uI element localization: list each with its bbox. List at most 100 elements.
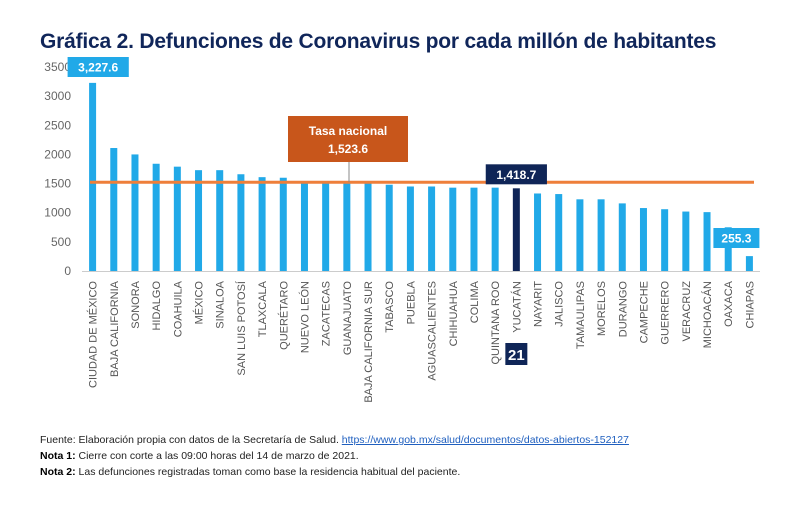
bar	[216, 170, 224, 271]
data-label: 3,227.6	[78, 61, 118, 75]
bar	[470, 187, 478, 271]
x-tick-label: AGUASCALIENTES	[427, 281, 439, 381]
chart-title: Gráfica 2. Defunciones de Coronavirus po…	[40, 30, 717, 53]
source-link[interactable]: https://www.gob.mx/salud/documentos/dato…	[341, 434, 629, 446]
x-tick-label: SONORA	[130, 280, 142, 328]
bar	[618, 203, 626, 271]
x-tick-label: BAJA CALIFORNIA	[109, 280, 121, 377]
x-tick-label: BAJA CALIFORNIA SUR	[363, 281, 375, 403]
note-1-label: Nota 1:	[40, 450, 76, 462]
x-tick-label: NAYARIT	[533, 281, 545, 327]
bar	[195, 170, 203, 271]
national-rate-group: Tasa nacional 1,523.6	[90, 116, 754, 184]
y-tick-label: 2000	[44, 147, 71, 161]
x-tick-label: QUINTANA ROO	[490, 281, 502, 365]
x-tick-label: MÉXICO	[193, 281, 206, 325]
national-rate-box	[288, 116, 408, 162]
x-tick-label: SAN LUIS POTOSÍ	[235, 280, 248, 375]
national-rate-label: Tasa nacional	[309, 124, 387, 138]
bar	[597, 199, 605, 271]
data-label: 255.3	[721, 232, 751, 246]
x-tick-label: HIDALGO	[151, 281, 163, 331]
bar	[89, 82, 97, 271]
bar	[661, 209, 669, 271]
bar	[555, 194, 563, 271]
note-2-label: Nota 2:	[40, 466, 76, 478]
x-tick-label: OAXACA	[723, 280, 735, 327]
x-tick-label: COAHUILA	[172, 280, 184, 337]
bar-chart: 0 500 1000 1500 2000 2500 3000 3500 CIUDAD DE M…	[44, 57, 760, 403]
data-label-box	[67, 57, 129, 77]
bars-group	[89, 82, 753, 271]
bar	[131, 154, 139, 271]
y-tick-label: 0	[64, 264, 71, 278]
x-tick-label: JALISCO	[554, 281, 566, 327]
data-labels-group: 3,227.6 1,418.7 255.3	[67, 57, 760, 248]
bar	[110, 148, 118, 271]
y-tick-label: 1000	[44, 206, 71, 220]
x-tick-label: YUCATÁN	[510, 281, 523, 333]
bar	[449, 187, 457, 271]
bar	[534, 193, 542, 271]
rank-badge	[505, 343, 528, 365]
x-tick-label: DURANGO	[617, 281, 629, 338]
x-tick-label: QUERÉTARO	[277, 281, 290, 350]
bar	[152, 163, 160, 271]
bar	[300, 182, 308, 271]
bar	[682, 211, 690, 271]
footnotes: Fuente: Elaboración propia con datos de …	[40, 432, 629, 480]
x-tick-label: COLIMA	[469, 280, 481, 323]
x-tick-label: CAMPECHE	[638, 281, 650, 343]
x-tick-label: PUEBLA	[405, 280, 417, 324]
note-1: Nota 1: Cierre con corte a las 09:00 hor…	[40, 448, 629, 464]
x-tick-label: CIUDAD DE MÉXICO	[87, 281, 100, 388]
bar	[406, 186, 414, 271]
x-tick-label: MORELOS	[596, 281, 608, 336]
note-2: Nota 2: Las defunciones registradas toma…	[40, 464, 629, 480]
x-tick-label: CHIAPAS	[744, 281, 756, 328]
x-tick-label: NUEVO LEÓN	[298, 281, 311, 353]
x-tick-label: TLAXCALA	[257, 280, 269, 337]
x-tick-label: ZACATECAS	[321, 281, 333, 346]
y-tick-label: 3000	[44, 89, 71, 103]
x-tick-label: VERACRUZ	[681, 281, 693, 342]
x-tick-label: TAMAULIPAS	[575, 281, 587, 349]
bar	[279, 177, 287, 271]
bar	[428, 186, 436, 271]
source-text: Fuente: Elaboración propia con datos de …	[40, 434, 342, 446]
bar	[364, 182, 372, 271]
rank-badge-text: 21	[508, 347, 525, 364]
source-note: Fuente: Elaboración propia con datos de …	[40, 432, 629, 448]
bar	[745, 256, 753, 271]
y-tick-label: 1500	[44, 177, 71, 191]
x-tick-label: GUERRERO	[660, 281, 672, 345]
y-tick-label: 2500	[44, 118, 71, 132]
data-label: 1,418.7	[496, 168, 536, 182]
bar	[703, 212, 711, 271]
note-2-text: Las defunciones registradas toman como b…	[75, 466, 461, 478]
bar	[576, 199, 584, 271]
x-tick-label: GUANAJUATO	[342, 281, 354, 356]
x-axis-labels: CIUDAD DE MÉXICO BAJA CALIFORNIA SONORA HID…	[87, 280, 757, 403]
y-tick-label: 3500	[44, 60, 71, 74]
y-axis: 0 500 1000 1500 2000 2500 3000 3500	[44, 60, 71, 278]
note-1-text: Cierre con corte a las 09:00 horas del 1…	[75, 450, 359, 462]
data-label-box	[713, 228, 760, 248]
bar	[258, 177, 266, 271]
bar	[322, 182, 330, 271]
x-tick-label: MICHOACÁN	[701, 281, 714, 348]
bar	[237, 174, 245, 271]
bar	[343, 182, 351, 271]
bar	[173, 166, 181, 271]
x-tick-label: CHIHUAHUA	[448, 280, 460, 346]
bar	[385, 184, 393, 271]
bar	[512, 188, 520, 271]
x-tick-label: TABASCO	[384, 281, 396, 333]
bar	[639, 208, 647, 271]
national-rate-value: 1,523.6	[328, 142, 368, 156]
x-tick-label: SINALOA	[215, 280, 227, 328]
bar	[724, 227, 732, 271]
data-label-box	[485, 164, 547, 185]
bar	[491, 187, 499, 271]
y-tick-label: 500	[51, 235, 71, 249]
